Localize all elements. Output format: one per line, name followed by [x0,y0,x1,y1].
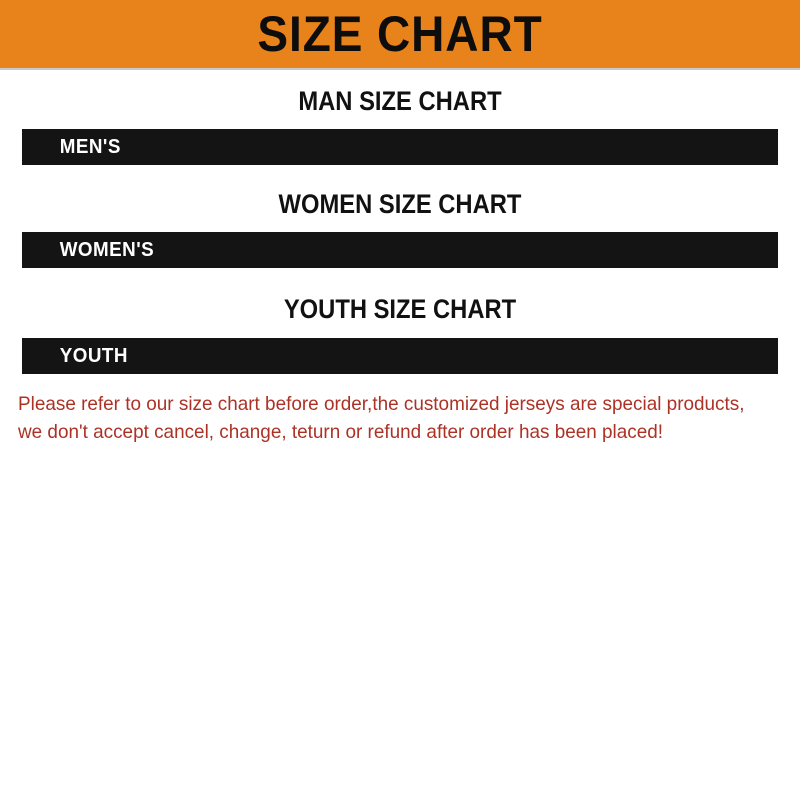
man-corner-label: MEN'S [59,135,121,158]
man-size-table: MEN'S [22,129,778,165]
man-section-title: MAN SIZE CHART [298,86,502,116]
women-header-row: WOMEN'S [22,232,778,268]
footer-line-2: we don't accept cancel, change, teturn o… [18,421,664,444]
man-chart-wrapper: MEN'S [0,129,800,165]
youth-table-head: YOUTH [22,338,778,374]
man-header-row: MEN'S [22,129,778,165]
man-table-head: MEN'S [22,129,778,165]
women-size-table: WOMEN'S [22,232,778,268]
youth-chart-wrapper: YOUTH [0,338,800,374]
women-table-head: WOMEN'S [22,232,778,268]
women-chart-wrapper: WOMEN'S [0,232,800,268]
footer-disclaimer: Please refer to our size chart before or… [18,390,759,447]
page-title: SIZE CHART [257,6,543,62]
footer-line-1: Please refer to our size chart before or… [18,393,745,415]
women-section-title: WOMEN SIZE CHART [278,189,522,219]
youth-section-title: YOUTH SIZE CHART [283,294,517,324]
youth-size-table: YOUTH [22,338,778,374]
youth-corner-label: YOUTH [59,344,128,367]
page-header-banner: SIZE CHART [0,0,800,70]
women-corner-label: WOMEN'S [59,238,155,261]
youth-header-row: YOUTH [22,338,778,374]
